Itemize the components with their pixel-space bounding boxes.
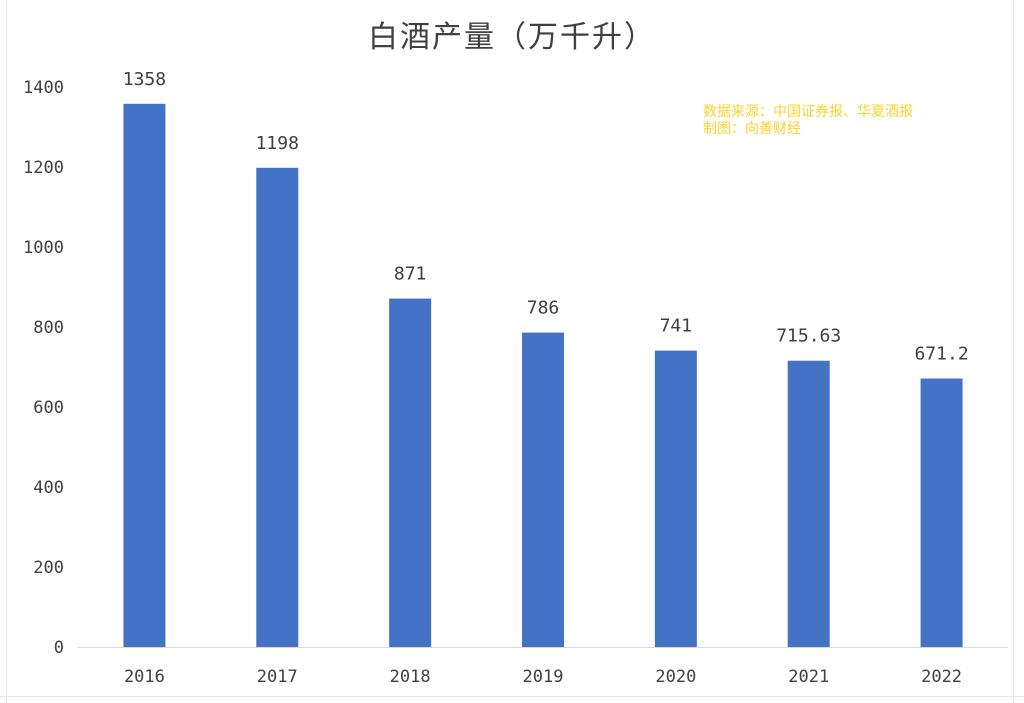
y-tick-label: 400	[33, 478, 64, 498]
x-tick-label-2022: 2022	[921, 667, 962, 687]
x-tick-label-2017: 2017	[257, 667, 298, 687]
bar-2017	[256, 167, 299, 648]
data-label-2022: 671.2	[914, 344, 968, 365]
bar-2019	[522, 332, 564, 647]
data-label-2018: 871	[394, 264, 427, 285]
bar-2016	[123, 103, 166, 648]
bar-2020	[654, 350, 697, 647]
bar-2022	[920, 378, 963, 647]
x-tick-label-2021: 2021	[788, 667, 829, 687]
y-tick-label: 600	[33, 398, 64, 418]
x-tick-label-2019: 2019	[523, 667, 564, 687]
y-tick-label: 800	[33, 318, 64, 338]
bar-2018	[389, 298, 432, 647]
data-label-2020: 741	[660, 316, 693, 337]
frame-right-border	[1013, 0, 1014, 703]
frame-left-border	[6, 0, 7, 703]
x-tick-label-2020: 2020	[655, 667, 696, 687]
frame-bottom-border	[0, 696, 1024, 697]
y-tick-label: 200	[33, 558, 64, 578]
chart-title: 白酒产量（万千升）	[368, 20, 656, 55]
data-label-2017: 1198	[256, 133, 299, 154]
y-tick-label: 1200	[23, 158, 64, 178]
source-line: 数据来源：中国证券报、华夏酒报	[703, 104, 913, 120]
y-tick-label: 1000	[23, 238, 64, 258]
source-annotation: 数据来源：中国证券报、华夏酒报 制图：向善财经	[703, 104, 913, 138]
data-label-2021: 715.63	[776, 326, 841, 347]
x-tick-label-2016: 2016	[124, 667, 165, 687]
bar-2021	[787, 360, 830, 647]
data-label-2016: 1358	[123, 69, 166, 90]
data-label-2019: 786	[527, 298, 560, 319]
credit-line: 制图：向善财经	[703, 121, 801, 137]
y-tick-label: 0	[54, 638, 64, 658]
x-tick-label-2018: 2018	[390, 667, 431, 687]
y-tick-label: 1400	[23, 78, 64, 98]
